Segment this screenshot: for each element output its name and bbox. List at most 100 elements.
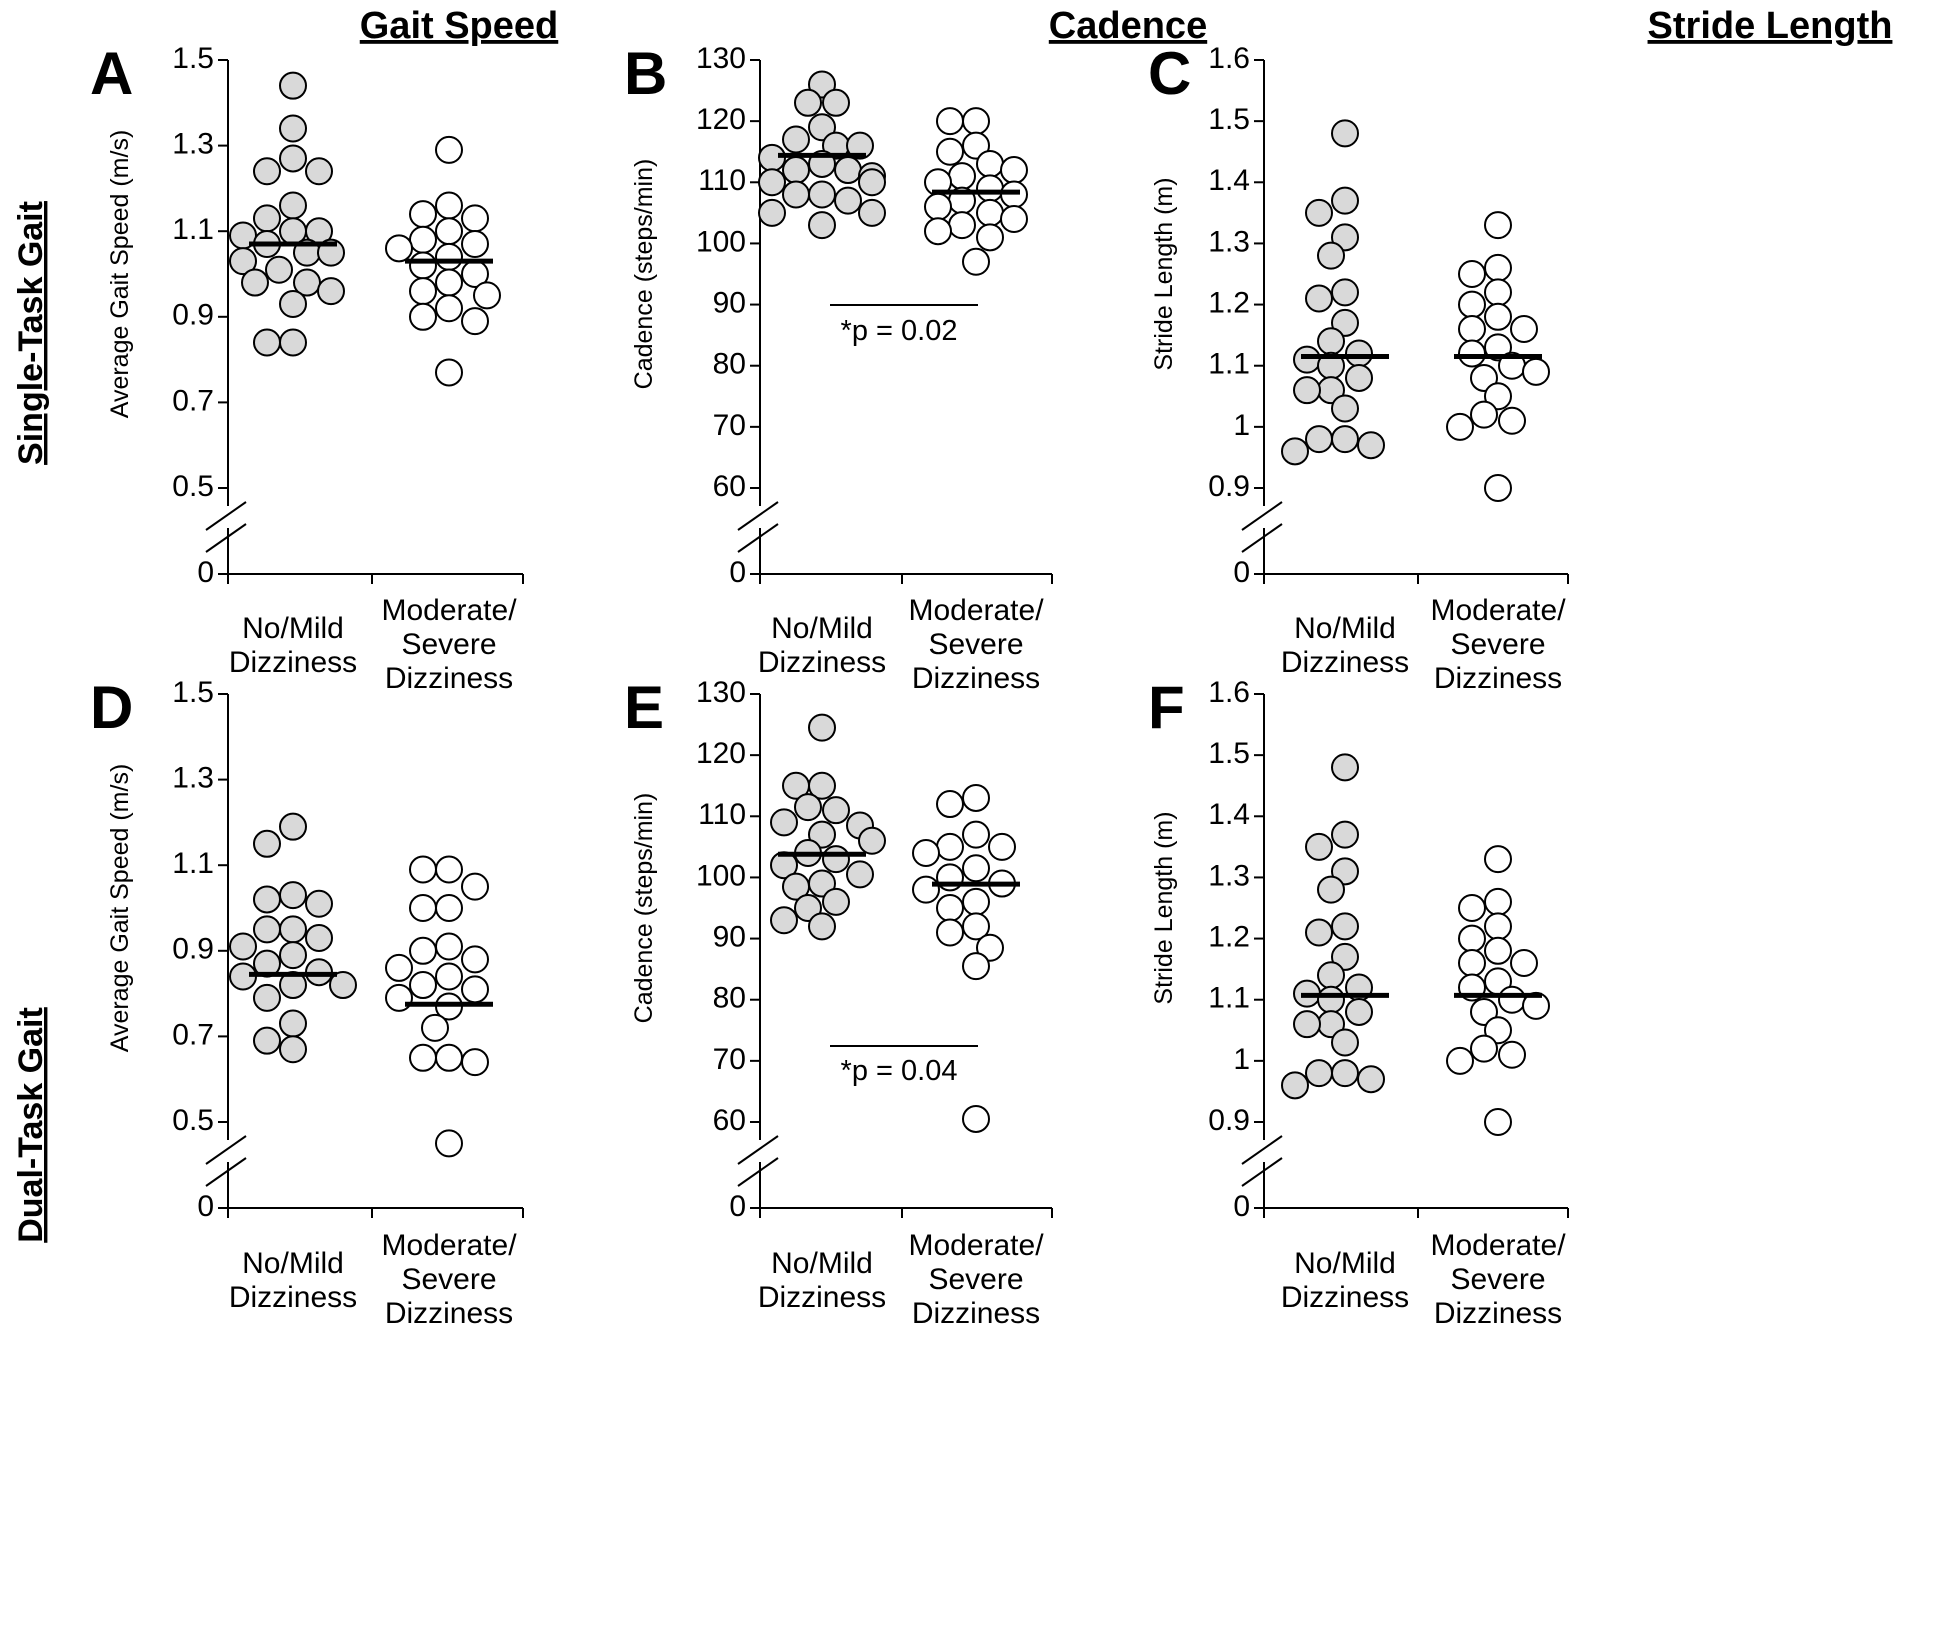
data-point-moderate-severe [1484, 253, 1512, 282]
y-tick-label: 1.2 [1208, 920, 1250, 953]
category-label-line: Severe [401, 628, 496, 661]
data-point-moderate-severe [1458, 290, 1486, 319]
data-point-no-mild [279, 328, 307, 357]
panel-letter-a: A [90, 40, 133, 107]
panel-e: E 130 120 110 100 90 80 70 60 0 Cadence (steps/min… [624, 674, 1053, 1330]
data-point-moderate-severe [1458, 924, 1486, 953]
data-point-no-mild [1305, 425, 1333, 454]
data-point-moderate-severe [461, 872, 489, 901]
data-point-no-mild [822, 887, 850, 916]
data-point-no-mild [822, 88, 850, 117]
data-point-moderate-severe [1000, 204, 1028, 233]
data-point-no-mild [822, 796, 850, 825]
y-tick-label: 0.5 [172, 470, 214, 503]
y-tick-label: 80 [713, 982, 746, 1015]
data-point-moderate-severe [1446, 412, 1474, 441]
data-point-moderate-severe [988, 832, 1016, 861]
panel-letter-d: D [90, 674, 133, 741]
data-point-moderate-severe [948, 211, 976, 240]
data-point-no-mild [1305, 1059, 1333, 1088]
data-point-moderate-severe [976, 933, 1004, 962]
y-tick-label: 80 [713, 348, 746, 381]
y-tick-label: 1.3 [1208, 859, 1250, 892]
data-point-no-mild [1345, 339, 1373, 368]
data-point-no-mild [782, 125, 810, 154]
data-point-no-mild [253, 157, 281, 186]
category-label-line: Severe [401, 1263, 496, 1296]
panel-letter-b: B [624, 40, 667, 107]
panel-b: B 130 120 110 100 90 80 70 60 0 Cadence (steps/min… [624, 40, 1053, 695]
y-tick-label: 1.6 [1208, 42, 1250, 75]
y-tick-label: 60 [713, 470, 746, 503]
data-point-no-mild [265, 255, 293, 284]
data-point-no-mild [1331, 912, 1359, 941]
category-label-line: Moderate/ [908, 594, 1044, 627]
data-point-moderate-severe [924, 192, 952, 221]
panel-letter-e: E [624, 674, 664, 741]
y-tick-label: 0.7 [172, 384, 214, 417]
y-tick-label: 1 [1233, 409, 1250, 442]
data-point-moderate-severe [409, 225, 437, 254]
data-point-moderate-severe [936, 832, 964, 861]
category-label-moderate-severe: Moderate/Severe Dizziness [1430, 1229, 1566, 1330]
data-point-moderate-severe [962, 1104, 990, 1133]
data-point-no-mild [822, 845, 850, 874]
data-point-moderate-severe [461, 945, 489, 974]
axis-break-mark [737, 523, 779, 553]
data-point-no-mild [808, 912, 836, 941]
data-point-no-mild [1331, 278, 1359, 307]
category-label-no-mild: No/Mild Dizziness [1281, 612, 1409, 679]
data-point-moderate-severe [435, 217, 463, 246]
data-point-moderate-severe [948, 162, 976, 191]
data-point-moderate-severe [962, 912, 990, 941]
y-tick-label: 110 [698, 798, 746, 831]
data-point-moderate-severe [385, 234, 413, 263]
data-point-moderate-severe [912, 875, 940, 904]
category-label-line: Dizziness [912, 1297, 1040, 1330]
category-label-line: Dizziness [1434, 662, 1562, 695]
data-point-moderate-severe [385, 983, 413, 1012]
y-tick-label: 70 [713, 409, 746, 442]
y-tick-label: 1.3 [172, 128, 214, 161]
data-point-no-mild [1331, 820, 1359, 849]
category-label-line: Moderate/ [381, 594, 517, 627]
data-point-moderate-severe [976, 149, 1004, 178]
data-point-no-mild [808, 180, 836, 209]
category-label-line: Dizziness [1281, 646, 1409, 679]
data-point-moderate-severe [962, 107, 990, 136]
data-point-moderate-severe [461, 307, 489, 336]
data-point-no-mild [782, 771, 810, 800]
y-axis-label: Cadence (steps/min) [630, 159, 658, 390]
y-tick-label: 70 [713, 1043, 746, 1076]
data-point-moderate-severe [1458, 315, 1486, 344]
data-point-no-mild [1305, 832, 1333, 861]
data-point-no-mild [846, 860, 874, 889]
y-axis-label: Stride Length (m) [1150, 811, 1178, 1004]
data-point-no-mild [279, 941, 307, 970]
data-point-moderate-severe [1484, 474, 1512, 502]
data-point-no-mild [241, 268, 269, 297]
y-tick-label: 0.7 [172, 1018, 214, 1051]
data-point-no-mild [1345, 997, 1373, 1026]
data-point-no-mild [808, 211, 836, 240]
panel-letter-c: C [1148, 40, 1191, 107]
axis-break-mark [1241, 1135, 1283, 1165]
data-point-moderate-severe [1484, 887, 1512, 916]
data-point-no-mild [253, 885, 281, 914]
data-point-moderate-severe [962, 887, 990, 916]
data-point-no-mild [758, 168, 786, 197]
y-tick-label: 100 [696, 859, 746, 892]
data-point-moderate-severe [976, 198, 1004, 227]
category-label-line: Dizziness [758, 646, 886, 679]
category-label-line: Moderate/ [381, 1229, 517, 1262]
data-point-no-mild [1331, 223, 1359, 252]
y-tick-label: 0.9 [172, 933, 214, 966]
column-title-stride-length: Stride Length [1648, 5, 1893, 47]
data-point-moderate-severe [962, 131, 990, 160]
panel-a: A 1.5 1.3 1.1 0.9 0.7 0.5 0 Average Gait Speed (… [90, 40, 524, 695]
data-point-moderate-severe [1458, 949, 1486, 978]
data-point-no-mild [846, 131, 874, 160]
data-point-moderate-severe [473, 281, 501, 310]
data-point-no-mild [808, 70, 836, 99]
data-point-no-mild [1331, 942, 1359, 971]
